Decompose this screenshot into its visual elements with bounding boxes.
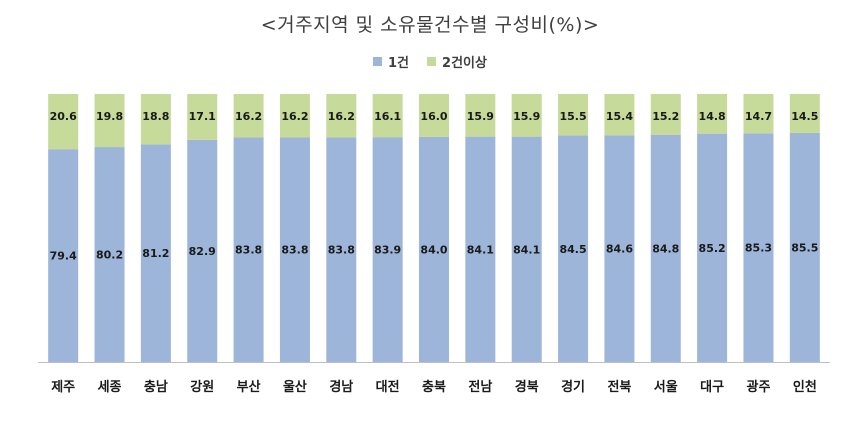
data-label: 85.3 (745, 242, 772, 255)
bar-series-1 (187, 139, 218, 362)
x-tick-label: 전남 (468, 379, 492, 395)
data-label: 16.1 (374, 110, 401, 123)
bar-series-1 (743, 133, 774, 362)
bar-series-2 (419, 94, 449, 137)
x-tick-label: 충남 (144, 379, 168, 395)
data-label: 83.8 (328, 244, 355, 257)
bar-series-1 (94, 147, 125, 362)
bar-series-1 (604, 135, 635, 362)
x-tick-label: 대구 (700, 380, 724, 395)
data-label: 84.8 (652, 242, 679, 255)
bar-series-1 (326, 137, 357, 362)
bar-series-1 (372, 137, 403, 362)
x-tick-label: 제주 (51, 380, 75, 395)
data-label: 15.5 (559, 110, 586, 123)
data-label: 17.1 (189, 110, 216, 123)
x-tick-label: 인천 (793, 379, 817, 395)
x-tick-label: 서울 (654, 379, 678, 395)
x-tick-label: 대전 (376, 379, 400, 395)
data-label: 19.8 (96, 110, 123, 123)
bar-series-1 (511, 136, 542, 362)
data-label: 83.9 (374, 244, 401, 257)
data-label: 84.5 (559, 243, 586, 256)
bar-series-1 (233, 137, 264, 362)
bar-series-2 (140, 94, 171, 145)
bar-series-1 (650, 134, 681, 362)
bar-series-2 (465, 94, 496, 137)
data-label: 82.9 (189, 245, 216, 258)
data-label: 80.2 (96, 249, 123, 262)
data-label: 15.4 (606, 110, 633, 123)
data-label: 84.1 (467, 243, 494, 256)
bar-series-1 (465, 136, 496, 362)
data-label: 14.7 (745, 110, 772, 123)
bar-series-2 (511, 94, 542, 137)
data-label: 16.2 (235, 110, 262, 123)
bar-series-1 (48, 149, 79, 362)
data-label: 18.8 (142, 110, 169, 123)
x-tick-label: 세종 (98, 380, 122, 395)
bar-series-2 (94, 94, 125, 148)
data-label: 81.2 (142, 247, 169, 260)
x-tick-label: 경기 (561, 379, 585, 395)
data-label: 84.0 (420, 243, 447, 256)
data-label: 15.9 (513, 110, 540, 123)
legend-swatch-series-1 (373, 57, 383, 66)
bar-series-2 (558, 94, 589, 136)
bar-series-2 (187, 94, 218, 140)
data-label: 16.2 (281, 110, 308, 123)
x-tick-label: 전북 (607, 379, 631, 395)
bar-series-1 (419, 136, 449, 362)
bar-series-1 (558, 135, 589, 362)
bar-series-2 (326, 94, 357, 138)
x-tick-label: 부산 (237, 379, 261, 395)
legend-item-series-2: 2건이상 (427, 52, 487, 71)
data-label: 14.8 (699, 110, 726, 123)
bar-series-2 (789, 94, 820, 133)
bar-series-2 (279, 94, 310, 138)
x-tick-label: 충북 (422, 379, 446, 395)
data-label: 83.8 (235, 244, 262, 257)
data-label: 15.2 (652, 110, 679, 123)
bar-series-2 (48, 94, 79, 150)
x-tick-label: 강원 (190, 379, 214, 395)
bar-series-2 (743, 94, 774, 134)
bar-series-2 (697, 94, 728, 134)
legend-label-series-1: 1건 (388, 56, 410, 71)
data-label: 16.2 (328, 110, 355, 123)
bar-series-2 (650, 94, 681, 135)
bar-series-1 (140, 144, 171, 362)
x-tick-label: 광주 (747, 380, 771, 395)
bar-series-1 (279, 137, 310, 362)
bar-series-2 (604, 94, 635, 136)
legend-swatch-series-2 (427, 57, 437, 66)
bar-series-2 (372, 94, 403, 138)
data-label: 16.0 (420, 110, 447, 123)
legend: 1건 2건이상 (0, 52, 860, 71)
chart-title: <거주지역 및 소유물건수별 구성비(%)> (260, 14, 600, 36)
data-label: 85.5 (791, 241, 818, 254)
bar-series-2 (233, 94, 264, 138)
legend-label-series-2: 2건이상 (442, 56, 487, 71)
data-label: 83.8 (281, 244, 308, 257)
legend-item-series-1: 1건 (373, 52, 409, 71)
x-tick-label: 울산 (283, 379, 307, 395)
data-label: 14.5 (791, 110, 818, 123)
data-label: 84.1 (513, 243, 540, 256)
bar-series-1 (789, 132, 820, 362)
data-label: 79.4 (50, 250, 77, 263)
x-tick-label: 경북 (515, 379, 539, 395)
data-label: 20.6 (50, 110, 77, 123)
x-tick-label: 경남 (329, 379, 353, 395)
data-label: 84.6 (606, 243, 633, 256)
data-label: 85.2 (699, 242, 726, 255)
data-label: 15.9 (467, 110, 494, 123)
bar-series-1 (697, 133, 728, 362)
